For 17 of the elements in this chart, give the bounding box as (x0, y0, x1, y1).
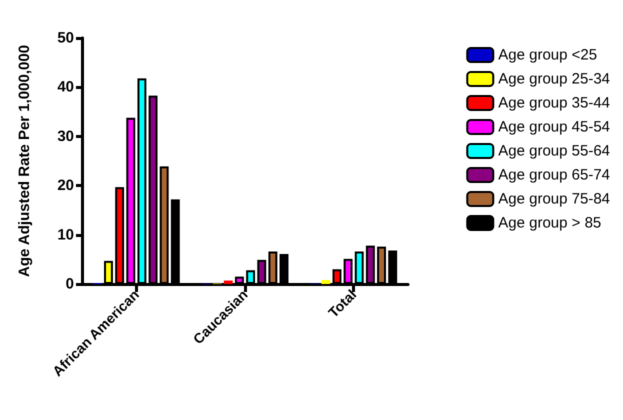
bar (224, 280, 233, 284)
bar (321, 280, 330, 284)
y-tick-label: 0 (66, 276, 74, 292)
legend-label: Age group 35-44 (498, 94, 610, 112)
legend-label: Age group 45-54 (498, 118, 610, 136)
legend-label: Age group 75-84 (498, 190, 610, 208)
y-tick-label: 50 (57, 30, 74, 46)
y-tick-label: 20 (57, 177, 74, 194)
y-tick-label: 40 (57, 78, 74, 96)
legend-label: Age group 65-74 (498, 166, 610, 184)
y-axis-title: Age Adjusted Rate Per 1,000,000 (16, 44, 33, 278)
legend-label: Age group > 85 (498, 214, 602, 232)
legend-label: Age group 25-34 (498, 70, 610, 88)
legend-label: Age group 55-64 (498, 142, 610, 160)
y-tick-label: 10 (57, 226, 74, 244)
y-tick-label: 30 (57, 128, 74, 145)
legend-label: Age group <25 (498, 46, 598, 64)
